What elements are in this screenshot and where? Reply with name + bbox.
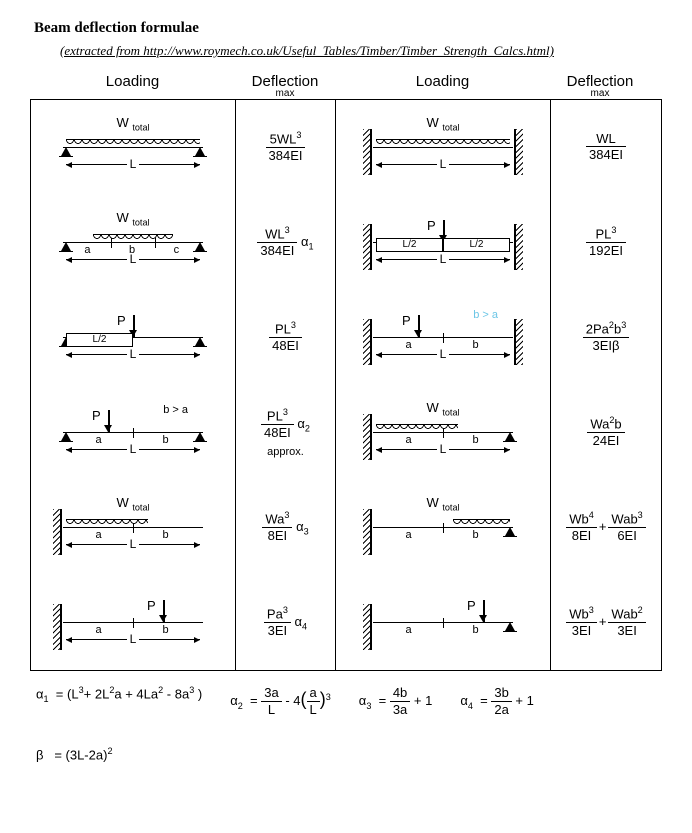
deflection-formula: Wa2b24EI <box>551 385 661 480</box>
alpha3-def: α3 = 4b3a + 1 <box>359 685 433 718</box>
loading-diagram: W totalL <box>31 100 236 195</box>
header-loading-1: Loading <box>30 73 235 99</box>
loading-diagram: W totalLab <box>31 480 236 575</box>
alpha4-def: α4 = 3b2a + 1 <box>460 685 534 718</box>
deflection-formula: WL3384EI α1 <box>236 195 336 290</box>
formula-grid: W totalL5WL3384EIW totalLWL384EIW totalL… <box>30 99 662 671</box>
loading-diagram: Pab <box>336 575 551 670</box>
deflection-formula: Wb33EI+Wab23EI <box>551 575 661 670</box>
deflection-formula: Pa33EI α4 <box>236 575 336 670</box>
loading-diagram: W totalL <box>336 100 551 195</box>
page-subtitle: (extracted from http://www.roymech.co.uk… <box>60 43 662 59</box>
deflection-formula: PL348EI <box>236 290 336 385</box>
deflection-formula: 5WL3384EI <box>236 100 336 195</box>
loading-diagram: PLL/2 <box>31 290 236 385</box>
loading-diagram: PLab <box>31 575 236 670</box>
beta-def: β = (3L-2a)2 <box>36 746 656 762</box>
loading-diagram: W totalLab <box>336 385 551 480</box>
table-headers: Loading Deflectionmax Loading Deflection… <box>30 73 662 99</box>
loading-diagram: W totalab <box>336 480 551 575</box>
deflection-formula: 2Pa2b33EIβ <box>551 290 661 385</box>
loading-diagram: PLL/2L/2 <box>336 195 551 290</box>
deflection-formula: PL3192EI <box>551 195 661 290</box>
loading-diagram: PLabb > a <box>336 290 551 385</box>
loading-diagram: PLabb > a <box>31 385 236 480</box>
loading-diagram: W totalLabc <box>31 195 236 290</box>
page-title: Beam deflection formulae <box>34 20 662 37</box>
deflection-formula: PL348EI α2approx. <box>236 385 336 480</box>
header-deflection-1: Deflectionmax <box>235 73 335 99</box>
header-loading-2: Loading <box>335 73 550 99</box>
alpha1-def: α1 = (L3+ 2L2a + 4La2 - 8a3 ) <box>36 685 202 718</box>
deflection-formula: WL384EI <box>551 100 661 195</box>
deflection-formula: Wb48EI+Wab36EI <box>551 480 661 575</box>
alpha2-def: α2 = 3aL - 4(aL)3 <box>230 685 331 718</box>
deflection-formula: Wa38EI α3 <box>236 480 336 575</box>
footer-definitions: α1 = (L3+ 2L2a + 4La2 - 8a3 ) α2 = 3aL -… <box>30 685 662 763</box>
header-deflection-2: Deflectionmax <box>550 73 650 99</box>
